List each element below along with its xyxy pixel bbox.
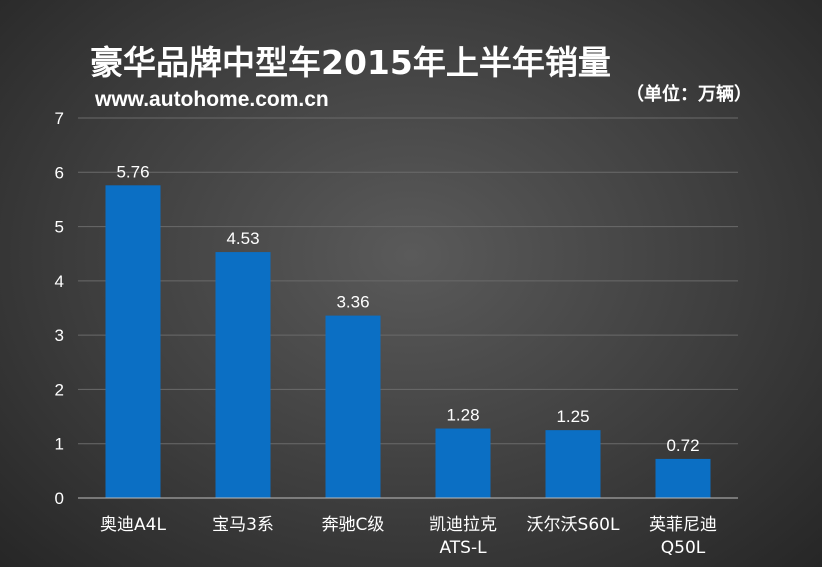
category-label: 沃尔沃S60L — [527, 515, 620, 535]
bars — [105, 185, 711, 499]
y-tick-label: 4 — [55, 272, 64, 291]
bar — [325, 315, 381, 498]
y-tick-label: 3 — [55, 326, 64, 345]
category-labels: 奥迪A4L 宝马3系 奔驰C级 凯迪拉克 ATS-L 沃尔沃S60L 英菲尼迪 Q50L — [100, 515, 717, 558]
category-label: 奥迪A4L — [100, 515, 166, 535]
y-tick-label: 1 — [55, 435, 64, 454]
y-tick-label: 6 — [55, 163, 64, 182]
category-label: 奔驰C级 — [322, 515, 385, 535]
value-label: 5.76 — [116, 162, 149, 181]
category-label: ATS-L — [439, 538, 487, 558]
category-label: 凯迪拉克 — [429, 515, 497, 535]
bar — [435, 428, 491, 498]
y-tick-label: 7 — [55, 109, 64, 128]
category-label: 英菲尼迪 — [649, 515, 717, 535]
y-tick-label: 2 — [55, 380, 64, 399]
y-tick-label: 5 — [55, 218, 64, 237]
value-label: 0.72 — [666, 436, 699, 455]
source-url: www.autohome.com.cn — [95, 88, 329, 111]
y-axis-ticks: 0 1 2 3 4 5 6 7 — [55, 109, 64, 508]
bar — [105, 185, 161, 499]
unit-label: （单位：万辆） — [626, 84, 752, 105]
value-label: 1.25 — [556, 407, 589, 426]
category-label: 宝马3系 — [212, 515, 274, 535]
chart-title: 豪华品牌中型车2015年上半年销量 — [90, 43, 611, 82]
value-label: 3.36 — [336, 293, 369, 312]
category-label: Q50L — [661, 538, 706, 558]
gridlines — [78, 117, 738, 445]
value-label: 4.53 — [226, 229, 259, 248]
y-tick-label: 0 — [55, 489, 64, 508]
bar — [545, 430, 601, 498]
bar — [655, 458, 711, 498]
value-label: 1.28 — [446, 406, 479, 425]
bar — [215, 252, 271, 498]
value-labels: 5.76 4.53 3.36 1.28 1.25 0.72 — [116, 162, 699, 455]
